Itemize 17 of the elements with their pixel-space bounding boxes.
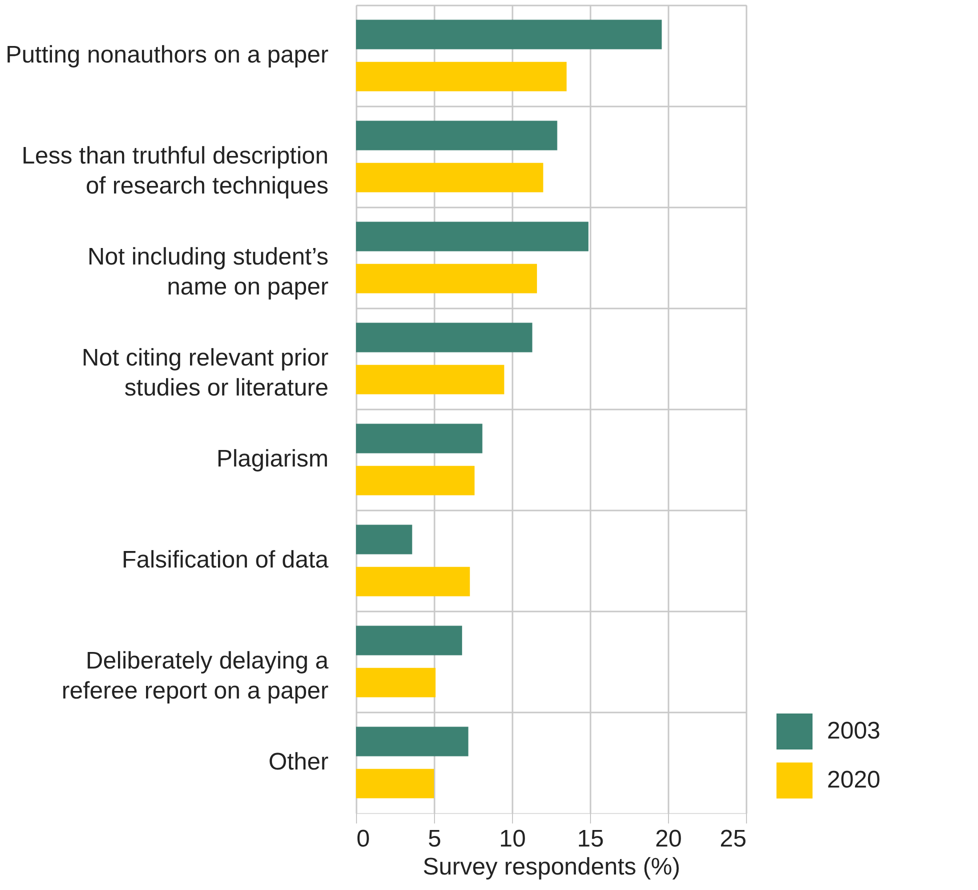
x-tick-label: 5 (428, 826, 442, 852)
y-tick-label: Putting nonauthors on a paper (6, 42, 328, 68)
legend-label: 2020 (827, 766, 880, 794)
x-tick-label: 15 (577, 826, 604, 852)
x-tick-label: 25 (720, 826, 746, 852)
x-tick-label: 0 (356, 826, 370, 852)
y-tick-label: Less than truthful description of research techniques (22, 142, 328, 200)
y-tick-label: Not citing relevant prior studies or literature (82, 344, 328, 402)
y-tick-label: Other (268, 748, 328, 776)
y-tick-label: Plagiarism (216, 446, 328, 472)
x-axis-title: Survey respondents (%) (422, 854, 680, 880)
y-tick-label: Deliberately delaying a referee report on a paper (62, 648, 330, 704)
x-tick-label: 20 (655, 826, 682, 852)
legend-label: 2003 (827, 718, 880, 744)
x-tick-label: 10 (499, 826, 526, 852)
y-tick-label: Not including student’s name on paper (87, 244, 329, 300)
y-tick-label: Falsification of data (122, 546, 330, 574)
